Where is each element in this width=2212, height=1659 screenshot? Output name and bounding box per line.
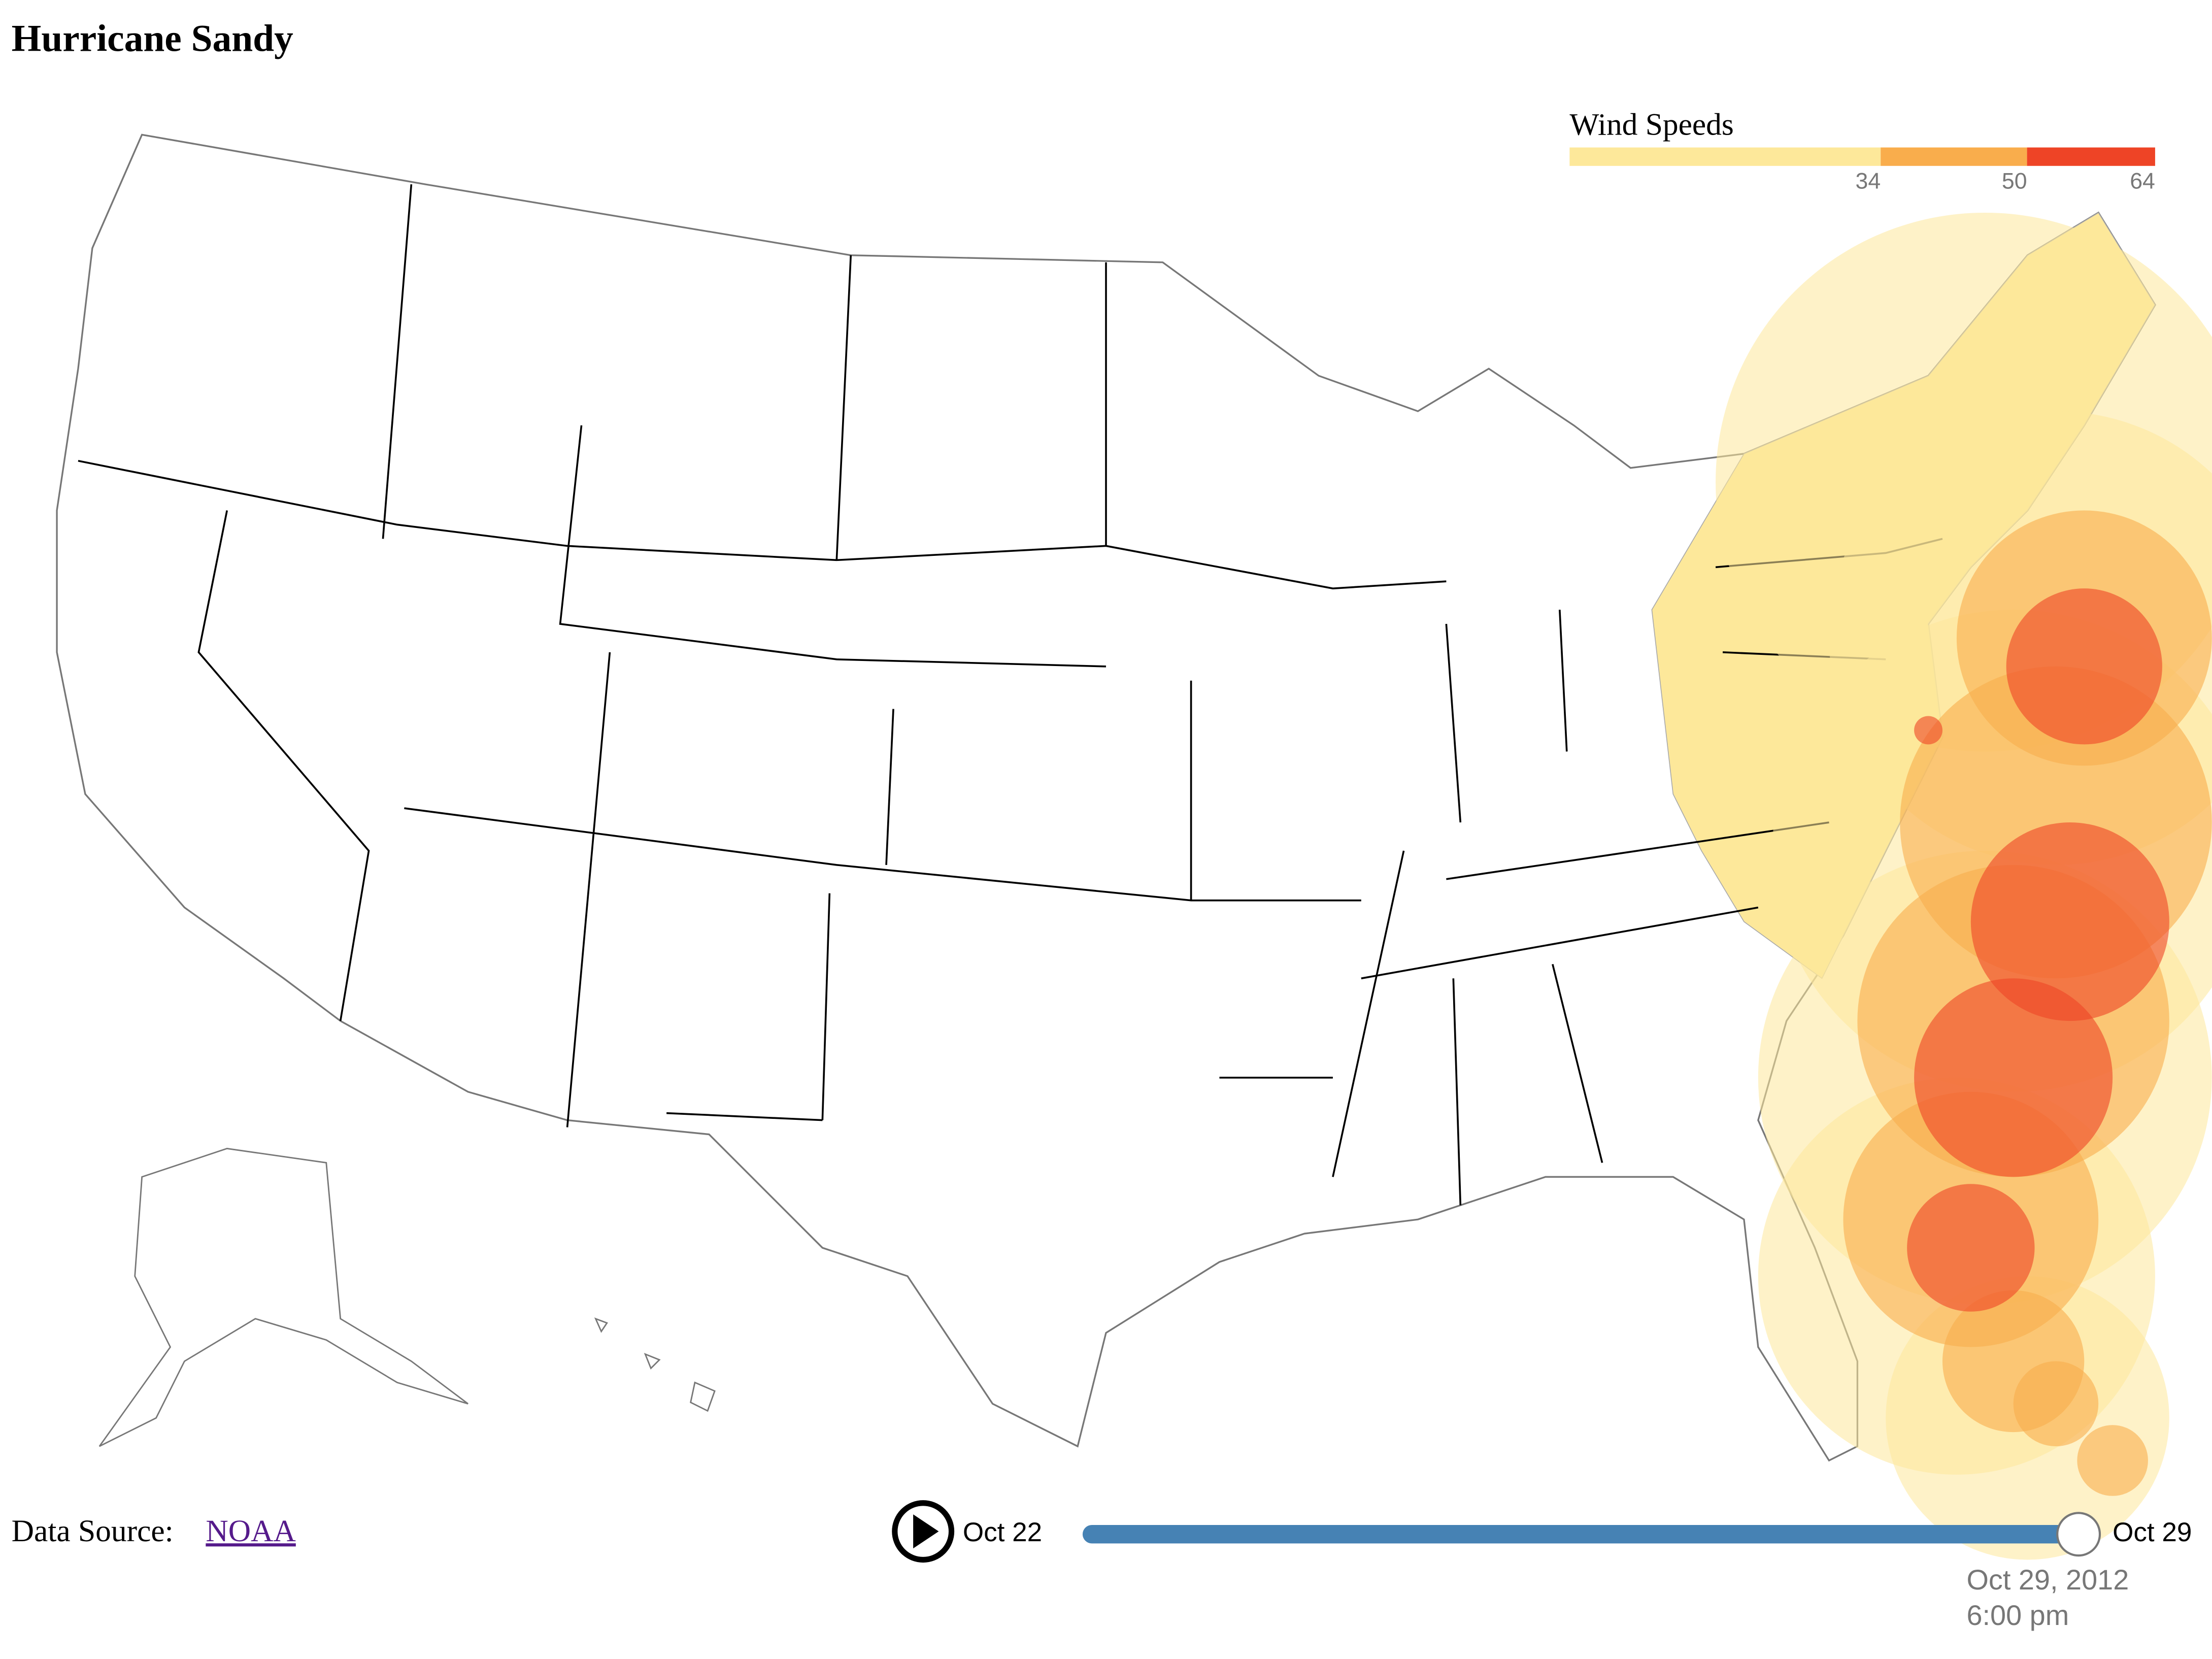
wind-swath xyxy=(1970,822,2169,1021)
slider-handle[interactable] xyxy=(2056,1512,2101,1557)
legend-tick-label: 50 xyxy=(2002,169,2027,193)
wind-swath xyxy=(1914,978,2113,1177)
wind-swath xyxy=(1914,716,1942,745)
legend-swatch xyxy=(2027,147,2155,166)
legend-tick-label: 64 xyxy=(2130,169,2155,193)
current-date: Oct 29, 2012 xyxy=(1966,1564,2129,1596)
legend-tick-label: 34 xyxy=(1855,169,1881,193)
wind-swath xyxy=(2013,1361,2099,1447)
wind-swath xyxy=(2006,588,2162,745)
play-button[interactable] xyxy=(892,1500,955,1563)
slider-start: Oct 22 xyxy=(963,1517,1042,1547)
wind-swath xyxy=(1907,1184,2035,1312)
wind-swaths xyxy=(1716,213,2212,1560)
slider-end: Oct 29 xyxy=(2113,1517,2192,1547)
wind-swath xyxy=(2077,1425,2148,1496)
hawaii xyxy=(594,1317,716,1412)
source-label: Data Source: xyxy=(12,1514,174,1548)
legend-title: Wind Speeds xyxy=(1569,107,1733,142)
source-link[interactable]: NOAA xyxy=(206,1514,295,1548)
title: Hurricane Sandy xyxy=(12,18,293,60)
alaska xyxy=(98,1148,468,1447)
legend-swatch xyxy=(1881,147,2027,166)
play-icon[interactable] xyxy=(913,1514,939,1549)
legend-swatch xyxy=(1569,147,1881,166)
legend: 34 50 64 xyxy=(1569,147,2155,193)
current-time: 6:00 pm xyxy=(1966,1599,2069,1631)
